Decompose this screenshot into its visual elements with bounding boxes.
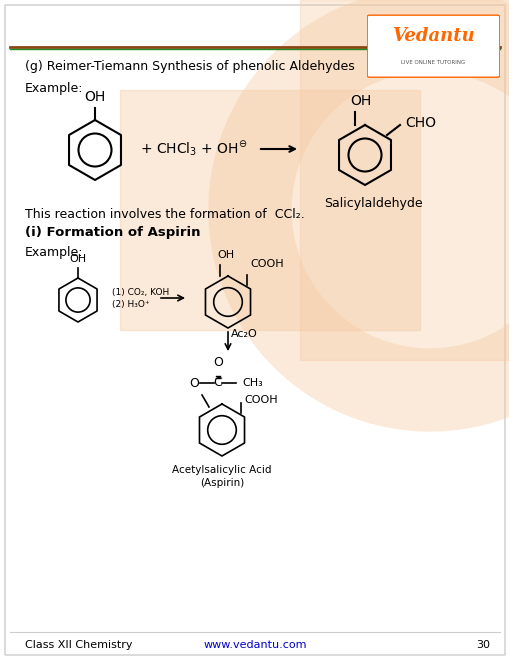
Text: CH₃: CH₃ [242,378,262,388]
Text: COOH: COOH [249,259,283,269]
Text: C: C [213,376,222,389]
Polygon shape [299,0,509,360]
Text: LIVE ONLINE TUTORING: LIVE ONLINE TUTORING [401,60,465,65]
Text: OH: OH [69,254,87,264]
Text: www.vedantu.com: www.vedantu.com [203,640,306,650]
Text: OH: OH [350,94,371,108]
Text: Salicylaldehyde: Salicylaldehyde [323,197,421,210]
Text: 30: 30 [475,640,489,650]
Text: This reaction involves the formation of  CCl₂.: This reaction involves the formation of … [25,208,304,221]
Text: Class XII Chemistry: Class XII Chemistry [25,640,132,650]
Text: OH: OH [84,90,105,104]
Text: Ac₂O: Ac₂O [231,329,257,339]
Text: + CHCl$_3$ + OH$^{\ominus}$: + CHCl$_3$ + OH$^{\ominus}$ [140,139,247,158]
Text: (i) Formation of Aspirin: (i) Formation of Aspirin [25,226,200,239]
Text: (1) CO₂, KOH: (1) CO₂, KOH [112,288,169,296]
Text: Acetylsalicylic Acid
(Aspirin): Acetylsalicylic Acid (Aspirin) [172,465,271,488]
Text: (g) Reimer-Tiemann Synthesis of phenolic Aldehydes: (g) Reimer-Tiemann Synthesis of phenolic… [25,60,354,73]
Text: Example:: Example: [25,246,83,259]
FancyBboxPatch shape [5,5,504,655]
Text: CHO: CHO [404,116,435,130]
Text: Example:: Example: [25,82,83,95]
Text: O: O [213,356,222,369]
Text: O: O [189,377,199,390]
Text: Vedantu: Vedantu [391,27,474,46]
Text: OH: OH [217,250,234,260]
Text: (2) H₃O⁺: (2) H₃O⁺ [112,300,149,308]
Text: COOH: COOH [243,395,277,405]
FancyBboxPatch shape [366,15,499,77]
Polygon shape [120,90,419,330]
